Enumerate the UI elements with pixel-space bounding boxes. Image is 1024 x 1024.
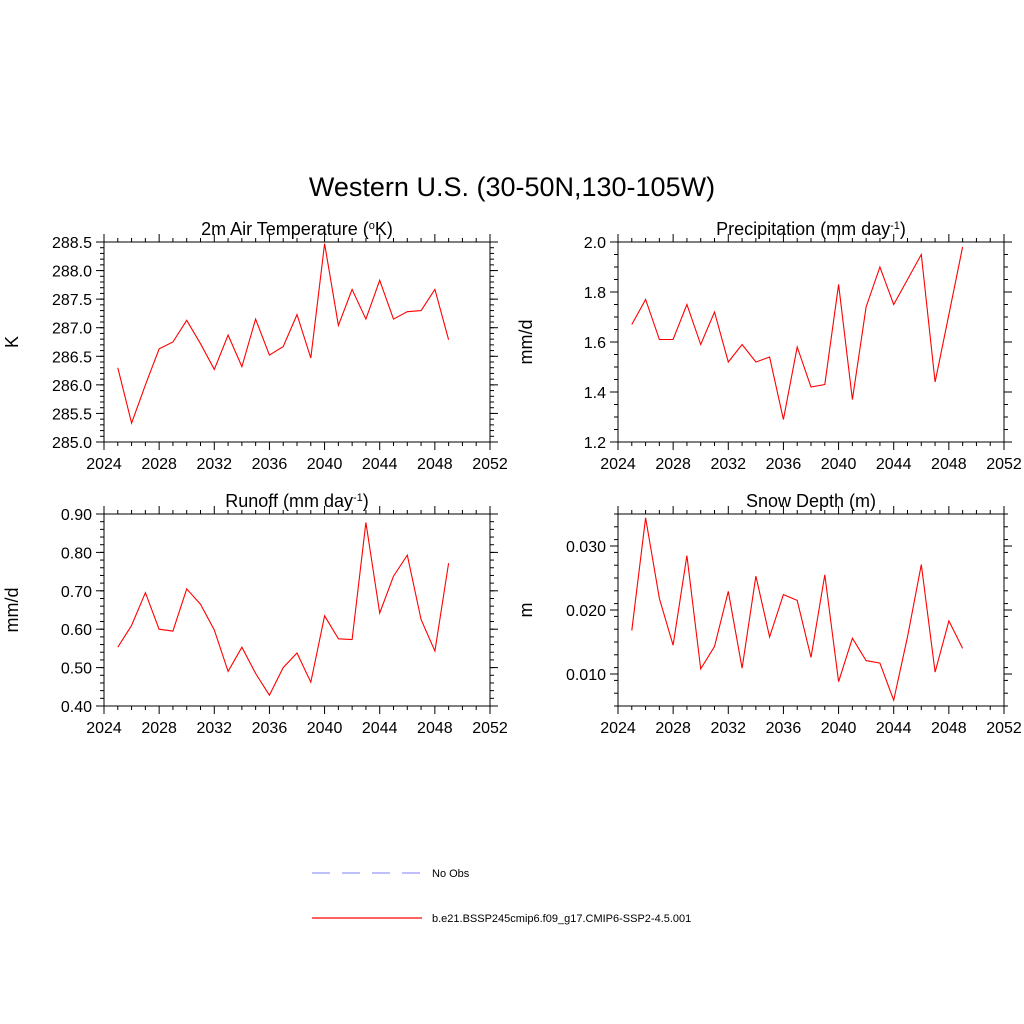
x-tick-label: 2032 [196, 720, 232, 737]
plot-frame [103, 241, 491, 443]
series-line [117, 243, 450, 425]
panel-snow-depth: 2024 2028 2032 2036 2040 2044 2048 2052 0.010 0.0… [516, 491, 1022, 737]
legend-model-label: b.e21.BSSP245cmip6.f09_g17.CMIP6-SSP2-4.… [432, 913, 691, 925]
x-tick-label: 2040 [307, 456, 343, 473]
x-tick-label: 2024 [86, 456, 122, 473]
x-tick-label: 2036 [766, 720, 802, 737]
x-tick-label: 2040 [307, 720, 343, 737]
panel-precipitation: 2024 2028 2032 2036 2040 2044 2048 2052 1.2 1.4 1.… [516, 219, 1022, 473]
x-tick-label: 2036 [252, 456, 288, 473]
y-tick-label: 0.90 [61, 507, 92, 524]
x-tick-label: 2032 [710, 456, 746, 473]
plot-frame [617, 513, 1005, 707]
plot-frame [617, 241, 1005, 443]
figure-title: Western U.S. (30-50N,130-105W) [309, 172, 715, 202]
x-tick-label: 2040 [821, 456, 857, 473]
y-tick-label: 1.4 [584, 385, 606, 402]
y-axis-label: m [516, 603, 536, 618]
x-tick-label: 2040 [821, 720, 857, 737]
x-tick-label: 2032 [710, 720, 746, 737]
x-tick-label: 2024 [600, 456, 636, 473]
y-tick-label: 287.5 [52, 292, 92, 309]
x-tick-label: 2052 [986, 456, 1022, 473]
x-tick-label: 2044 [362, 456, 398, 473]
y-tick-label: 1.8 [584, 285, 606, 302]
y-tick-label: 1.6 [584, 335, 606, 352]
x-tick-label: 2024 [86, 720, 122, 737]
x-tick-label: 2044 [876, 456, 912, 473]
panel-air-temperature: 2024 2028 2032 2036 2040 2044 2048 2052 285.0 285… [2, 219, 508, 473]
y-tick-label: 0.020 [566, 603, 606, 620]
x-tick-label: 2024 [600, 720, 636, 737]
y-tick-label: 0.80 [61, 545, 92, 562]
x-tick-label: 2048 [931, 720, 967, 737]
x-tick-label: 2052 [472, 456, 508, 473]
legend: No Obs b.e21.BSSP245cmip6.f09_g17.CMIP6-… [312, 868, 691, 925]
y-tick-label: 288.5 [52, 235, 92, 252]
x-tick-label: 2052 [472, 720, 508, 737]
y-tick-label: 287.0 [52, 321, 92, 338]
y-tick-label: 286.0 [52, 378, 92, 395]
x-tick-label: 2028 [141, 456, 177, 473]
x-tick-label: 2048 [417, 456, 453, 473]
x-tick-label: 2052 [986, 720, 1022, 737]
y-tick-label: 0.010 [566, 667, 606, 684]
series-line [631, 517, 964, 703]
plot-frame [103, 513, 491, 707]
y-axis-label: mm/d [516, 320, 536, 365]
legend-obs-label: No Obs [432, 868, 470, 880]
x-tick-label: 2048 [931, 456, 967, 473]
y-tick-label: 288.0 [52, 264, 92, 281]
y-tick-label: 0.40 [61, 699, 92, 716]
y-tick-label: 0.70 [61, 584, 92, 601]
y-tick-label: 1.2 [584, 435, 606, 452]
x-tick-label: 2028 [655, 456, 691, 473]
y-tick-label: 0.60 [61, 622, 92, 639]
panel-title: Runoff (mm day-1) [225, 491, 369, 511]
x-tick-label: 2032 [196, 456, 232, 473]
y-tick-label: 286.5 [52, 349, 92, 366]
x-tick-label: 2028 [141, 720, 177, 737]
x-tick-label: 2044 [362, 720, 398, 737]
x-tick-label: 2036 [252, 720, 288, 737]
series-line [631, 246, 964, 420]
series-line [117, 522, 450, 697]
y-tick-label: 0.030 [566, 539, 606, 556]
y-tick-label: 285.5 [52, 406, 92, 423]
x-tick-label: 2048 [417, 720, 453, 737]
panel-runoff: 2024 2028 2032 2036 2040 2044 2048 2052 0.40 0.50… [2, 491, 508, 737]
y-axis-label: mm/d [2, 588, 22, 633]
panel-title: 2m Air Temperature (oK) [201, 219, 393, 239]
y-tick-label: 0.50 [61, 661, 92, 678]
y-tick-label: 285.0 [52, 435, 92, 452]
x-tick-label: 2036 [766, 456, 802, 473]
panel-title: Snow Depth (m) [746, 491, 876, 511]
panel-title: Precipitation (mm day-1) [716, 219, 906, 239]
x-tick-label: 2044 [876, 720, 912, 737]
y-tick-label: 2.0 [584, 235, 606, 252]
y-axis-label: K [2, 336, 22, 348]
x-tick-label: 2028 [655, 720, 691, 737]
